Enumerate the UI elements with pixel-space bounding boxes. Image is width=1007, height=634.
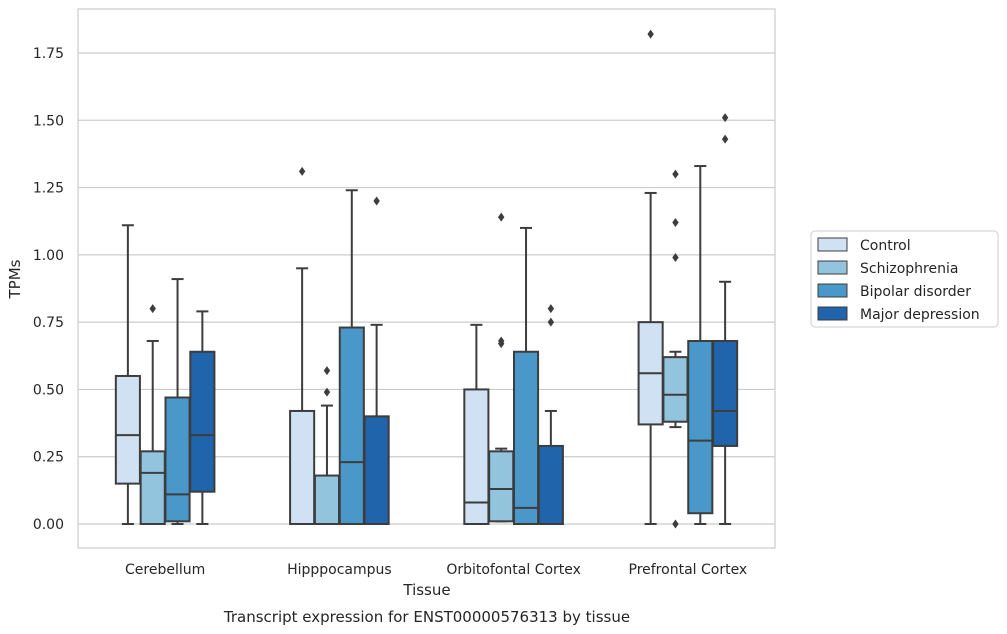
outlier-point bbox=[498, 336, 505, 346]
box-iqr bbox=[537, 444, 564, 526]
y-tick-label: 0.50 bbox=[33, 382, 64, 398]
y-tick-label: 0.25 bbox=[33, 450, 64, 466]
box-major-depression bbox=[712, 113, 739, 525]
plot-frame bbox=[77, 8, 776, 549]
y-tick-label: 0.00 bbox=[33, 517, 64, 533]
box-control bbox=[463, 323, 490, 525]
box-iqr bbox=[164, 396, 191, 523]
x-tick-label: Cerebellum bbox=[125, 562, 205, 578]
y-tick-label: 1.75 bbox=[33, 46, 64, 62]
box-control bbox=[289, 166, 316, 525]
x-tick-label: Orbitofontal Cortex bbox=[446, 562, 581, 578]
outlier-point bbox=[647, 29, 654, 39]
outlier-point bbox=[298, 166, 306, 176]
box-iqr bbox=[512, 350, 540, 525]
y-tick-label: 1.50 bbox=[33, 113, 64, 129]
y-axis-ticks: 0.00 0.25 0.50 0.75 1.00 1.25 1.50 1.75 bbox=[33, 46, 64, 533]
box-iqr bbox=[139, 450, 166, 525]
outlier-point bbox=[721, 134, 729, 144]
outlier-point bbox=[323, 366, 331, 376]
y-tick-label: 1.25 bbox=[33, 181, 64, 197]
y-tick-label: 0.75 bbox=[33, 315, 64, 331]
legend-label: Schizophrenia bbox=[860, 261, 958, 277]
outlier-point bbox=[721, 113, 729, 123]
legend: Control Schizophrenia Bipolar disorder Majo… bbox=[810, 230, 999, 328]
box-iqr bbox=[363, 415, 390, 526]
outlier-point bbox=[149, 304, 156, 314]
outlier-point bbox=[672, 519, 679, 529]
legend-frame bbox=[810, 230, 999, 328]
y-tick-label: 1.00 bbox=[33, 248, 64, 264]
box-control bbox=[114, 224, 141, 525]
box-bipolar-disorder bbox=[512, 226, 540, 525]
box-iqr bbox=[189, 350, 216, 493]
outlier-point bbox=[547, 317, 555, 327]
box-iqr bbox=[313, 474, 341, 526]
box-iqr bbox=[289, 409, 316, 525]
box-iqr bbox=[662, 356, 689, 423]
box-bipolar-disorder bbox=[164, 278, 191, 525]
box-major-depression bbox=[363, 196, 390, 526]
outlier-point bbox=[672, 253, 679, 263]
chart-caption: Transcript expression for ENST0000057631… bbox=[223, 608, 630, 626]
legend-swatch bbox=[817, 237, 848, 252]
legend-label: Bipolar disorder bbox=[860, 284, 971, 300]
x-tick-label: Hipppocampus bbox=[287, 562, 392, 578]
box-iqr bbox=[114, 374, 141, 485]
outlier-point bbox=[373, 196, 380, 206]
x-tick-label: Prefrontal Cortex bbox=[629, 562, 748, 578]
box-series bbox=[114, 29, 739, 529]
box-schizophrenia bbox=[139, 304, 166, 525]
box-bipolar-disorder bbox=[338, 189, 365, 526]
box-iqr bbox=[687, 339, 714, 515]
outlier-point bbox=[672, 218, 679, 228]
box-control bbox=[637, 29, 664, 525]
box-iqr bbox=[338, 326, 365, 526]
box-schizophrenia bbox=[662, 169, 689, 529]
outlier-point bbox=[672, 169, 679, 179]
outlier-point bbox=[323, 387, 331, 397]
legend-label: Major depression bbox=[860, 307, 980, 323]
box-iqr bbox=[712, 339, 739, 447]
y-axis-title: TPMs bbox=[6, 259, 24, 299]
box-major-depression bbox=[189, 310, 216, 525]
outlier-point bbox=[498, 212, 505, 222]
x-axis-title: Tissue bbox=[402, 581, 450, 599]
legend-swatch bbox=[817, 260, 848, 275]
box-major-depression bbox=[537, 304, 564, 526]
legend-swatch bbox=[817, 306, 848, 321]
box-schizophrenia bbox=[488, 212, 515, 523]
box-iqr bbox=[488, 450, 515, 523]
legend-label: Control bbox=[860, 238, 911, 254]
box-iqr bbox=[463, 388, 490, 525]
legend-swatch bbox=[817, 283, 848, 298]
x-axis-ticks: Cerebellum Hipppocampus Orbitofontal Corte… bbox=[125, 562, 747, 578]
box-bipolar-disorder bbox=[687, 165, 714, 525]
outlier-point bbox=[547, 304, 555, 314]
